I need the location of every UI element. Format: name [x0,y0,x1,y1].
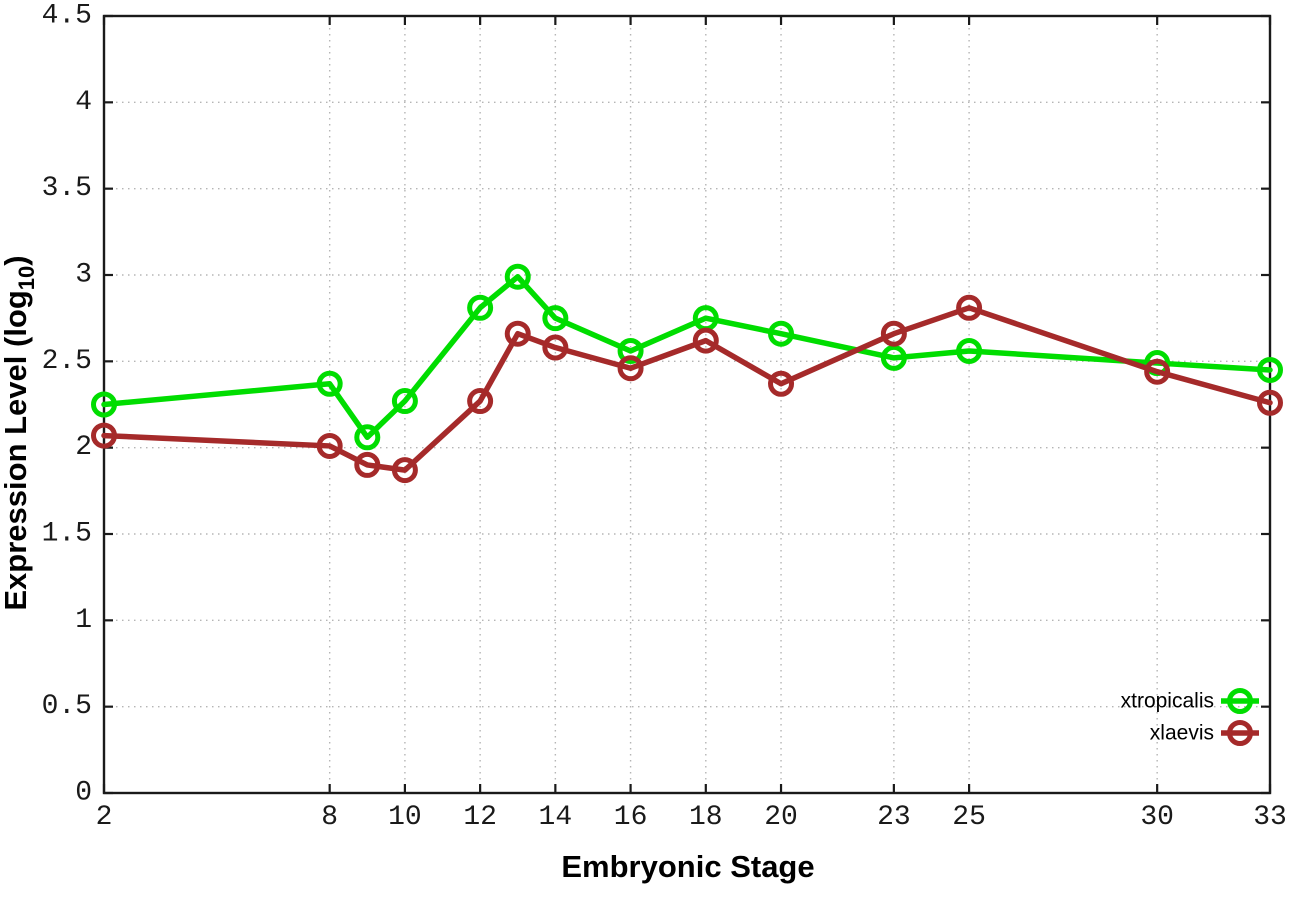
data-point-xlaevis [542,334,569,361]
data-point-xlaevis [956,294,983,321]
data-point-xtropicalis [880,344,907,371]
y-tick-label: 3.5 [42,173,92,204]
data-point-xlaevis [354,451,381,478]
data-point-xlaevis [692,327,719,354]
data-point-xlaevis [768,370,795,397]
x-tick-label: 10 [388,802,422,833]
y-tick-label: 1.5 [42,519,92,550]
data-point-xtropicalis [768,320,795,347]
data-point-xtropicalis [354,424,381,451]
x-axis-title: Embryonic Stage [561,849,814,884]
data-point-xlaevis [1257,389,1283,416]
y-tick-label: 4 [75,87,92,118]
data-point-xlaevis [316,432,343,459]
legend-label-xtropicalis: xtropicalis [1121,690,1214,713]
data-point-xtropicalis [391,388,418,415]
x-tick-label: 20 [764,802,798,833]
x-tick-label: 12 [463,802,497,833]
x-tick-label: 30 [1140,802,1174,833]
x-tick-label: 33 [1253,802,1287,833]
x-tick-label: 18 [689,802,723,833]
x-tick-label: 2 [96,802,113,833]
data-point-xlaevis [91,422,117,449]
data-point-xtropicalis [467,294,494,321]
y-tick-label: 2 [75,432,92,463]
legend-marker-xtropicalis [1227,688,1253,714]
x-tick-label: 14 [539,802,573,833]
data-point-xtropicalis [504,263,531,290]
data-point-xtropicalis [617,337,644,364]
data-point-xlaevis [467,388,494,415]
x-tick-label: 16 [614,802,648,833]
plot-border [102,14,1272,795]
data-point-xlaevis [617,355,644,382]
data-point-xtropicalis [1257,356,1283,383]
y-axis-title-subscript: 10 [14,266,39,290]
data-point-xtropicalis [91,391,117,418]
data-point-xlaevis [880,320,907,347]
x-tick-label: 8 [321,802,338,833]
y-axis-title-close: ) [0,255,33,265]
y-axis-title-base: Expression Level (log [0,290,33,610]
data-point-xtropicalis [956,337,983,364]
y-tick-label: 2.5 [42,346,92,377]
x-tick-label: 23 [877,802,911,833]
data-point-xlaevis [504,320,531,347]
plot-area: 2 8 10 12 14 16 18 20 23 25 30 33 0 0.5 1 1.5 2 2.5 3 3.5 4 4… [42,1,1287,834]
data-point-xlaevis [391,457,418,484]
legend-marker-xlaevis [1227,720,1253,746]
y-axis-title: Expression Level (log10) [0,255,39,610]
y-tick-label: 0 [75,778,92,809]
y-tick-label: 1 [75,605,92,636]
series-line-xlaevis [101,305,1273,473]
data-point-xtropicalis [542,305,569,332]
y-tick-label: 0.5 [42,691,92,722]
legend-label-xlaevis: xlaevis [1150,722,1214,745]
series-line-xtropicalis [101,273,1273,441]
y-tick-label: 4.5 [42,1,92,32]
data-point-xlaevis [1144,358,1171,385]
x-tick-label: 25 [952,802,986,833]
y-tick-label: 3 [75,260,92,291]
data-point-xtropicalis [316,370,343,397]
